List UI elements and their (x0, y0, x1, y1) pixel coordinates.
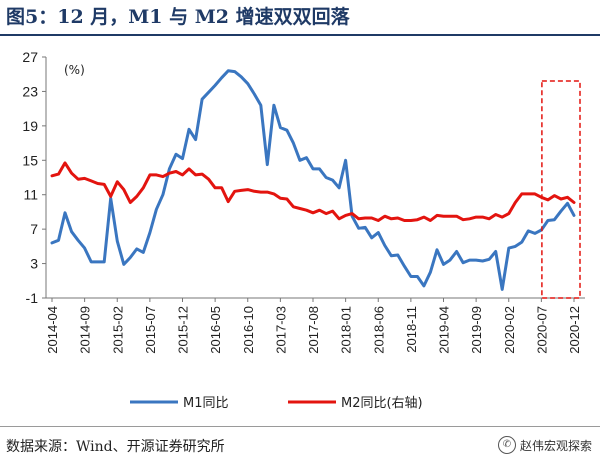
source-note: 数据来源：Wind、开源证券研究所 (6, 439, 225, 455)
x-tick-label: 2020-02 (502, 306, 517, 354)
x-tick-label: 2019-04 (437, 306, 452, 354)
x-tick-label: 2016-05 (208, 306, 223, 354)
brand-badge: ✆ 赵伟宏观探索 (497, 436, 592, 454)
series-line-m1 (50, 69, 576, 291)
series-line-m2 (50, 161, 576, 222)
y-tick-label: 3 (30, 256, 38, 272)
wechat-icon: ✆ (497, 436, 516, 454)
y-tick-label: 15 (22, 152, 38, 168)
page-title: 图5：12 月，M1 与 M2 增速双双回落 (6, 6, 350, 28)
highlight-layer (541, 80, 581, 299)
line-chart: 27 23 19 15 11 7 3 -1 2014-04 2014-09 2015-02 2015… (22, 49, 585, 411)
series-layer (50, 69, 576, 291)
x-tick-label: 2018-06 (371, 306, 386, 354)
y-tick-label: 27 (22, 49, 38, 65)
y-axis: 27 23 19 15 11 7 3 -1 (22, 49, 46, 306)
x-tick-label: 2019-09 (469, 306, 484, 354)
y-tick-label: 11 (23, 187, 38, 203)
x-tick-label: 2018-11 (404, 306, 419, 353)
y-tick-label: 19 (22, 118, 38, 134)
y-tick-label: -1 (26, 290, 39, 306)
x-tick-label: 2020-07 (534, 306, 549, 354)
y-tick-label: 23 (22, 83, 38, 99)
legend-item-m2: M2同比(右轴) (288, 396, 423, 411)
x-tick-label: 2017-08 (306, 306, 321, 354)
x-tick-label: 2020-12 (567, 306, 582, 354)
x-tick-label: 2015-02 (110, 306, 125, 354)
brand-name: 赵伟宏观探索 (519, 438, 592, 453)
highlight-box (541, 80, 581, 299)
x-tick-label: 2014-09 (78, 306, 93, 354)
legend: M1同比 M2同比(右轴) (130, 396, 423, 411)
x-tick-label: 2014-04 (45, 306, 60, 354)
x-tick-label: 2016-10 (241, 306, 256, 354)
y-tick-label: 7 (30, 221, 38, 237)
legend-label-m2: M2同比(右轴) (341, 396, 423, 411)
x-tick-label: 2015-07 (143, 306, 158, 354)
x-tick-label: 2015-12 (176, 306, 191, 354)
legend-label-m1: M1同比 (183, 396, 229, 411)
x-tick-label: 2018-01 (339, 306, 354, 354)
legend-item-m1: M1同比 (130, 396, 229, 411)
unit-label: (%) (64, 63, 85, 77)
x-tick-label: 2017-03 (273, 306, 288, 354)
footer-rule (0, 426, 600, 427)
title-rule (0, 34, 600, 36)
plot-frame (45, 57, 585, 299)
x-axis: 2014-04 2014-09 2015-02 2015-07 2015-12 2016-… (45, 298, 582, 354)
